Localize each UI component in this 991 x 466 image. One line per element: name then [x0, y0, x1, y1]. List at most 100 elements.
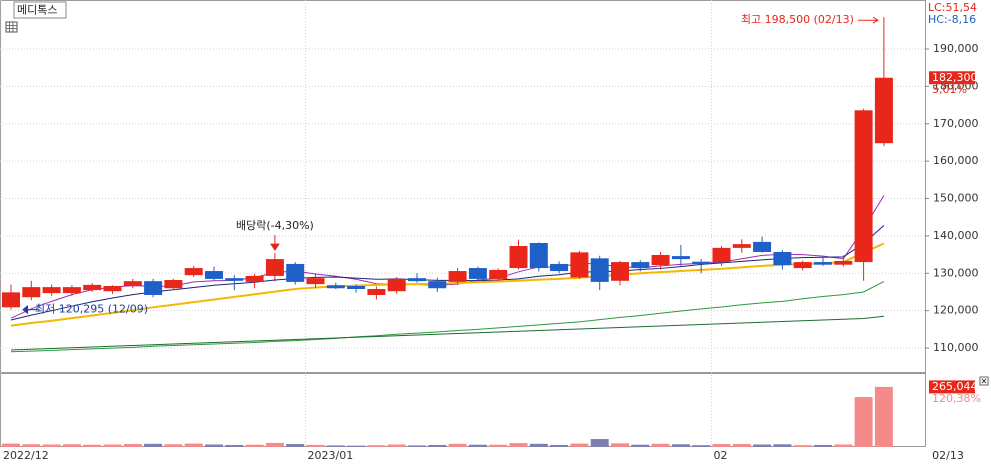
y-tick-label: 190,000	[933, 42, 979, 55]
volume-bar	[468, 444, 487, 447]
indicator-hc: HC:-8,16	[928, 13, 976, 26]
candle-body	[793, 262, 812, 269]
volume-bar	[428, 444, 447, 447]
candle-body	[631, 262, 650, 269]
volume-bar	[854, 397, 873, 447]
volume-bar	[692, 445, 711, 447]
volume-bar	[529, 443, 548, 447]
candle-body	[509, 246, 528, 269]
candle-body	[265, 259, 284, 276]
candle-body	[225, 278, 244, 281]
volume-bar	[306, 444, 325, 447]
indicator-lc: LC:51,54	[928, 1, 977, 14]
volume-bar	[773, 444, 792, 447]
annotation-arrow	[269, 235, 280, 252]
candle-body	[245, 275, 264, 282]
volume-bar	[205, 444, 223, 447]
volume-bar	[448, 443, 467, 447]
candle-body	[367, 289, 386, 295]
table-icon-grid	[6, 22, 17, 32]
y-tick-label: 170,000	[933, 117, 979, 130]
volume-bar	[550, 444, 569, 447]
y-tick-label: 120,000	[933, 304, 979, 317]
candle-body	[814, 262, 832, 265]
candle-body	[874, 77, 893, 144]
candle-body	[489, 269, 508, 279]
volume-bar	[62, 444, 81, 447]
candle-body	[550, 263, 569, 272]
volume-bar	[347, 445, 366, 447]
volume-bar	[671, 444, 690, 447]
annotation-arrow	[857, 16, 879, 24]
volume-bar	[814, 444, 832, 447]
candle-body	[62, 287, 81, 294]
candle-body	[651, 254, 670, 266]
candle-body	[671, 256, 690, 260]
volume-bar	[631, 444, 650, 447]
volume-bar	[651, 443, 670, 447]
volume-bar	[144, 443, 163, 447]
candle-body	[428, 281, 447, 289]
volume-bar	[123, 444, 142, 447]
candle-body	[286, 263, 305, 282]
y-tick-label: 160,000	[933, 154, 979, 167]
volume-bar	[570, 443, 589, 447]
volume-bar	[103, 444, 122, 447]
y-tick-label: 110,000	[933, 341, 979, 354]
candle-body	[347, 286, 366, 290]
volume-bar	[387, 444, 406, 447]
volume-bar	[2, 443, 20, 447]
candle-body	[83, 284, 102, 291]
candle-body	[2, 292, 20, 308]
candle-body	[611, 262, 629, 281]
close-icon	[981, 378, 987, 384]
moving-average	[10, 281, 885, 353]
volume-ratio: 120,38%	[932, 392, 981, 405]
change-label: 5,01%	[932, 83, 967, 96]
volume-bar	[611, 443, 629, 447]
x-tick-label: 02	[714, 449, 728, 462]
candle-body	[854, 110, 873, 263]
candle-body	[753, 241, 772, 252]
candle-body	[123, 281, 142, 287]
candle-body	[205, 271, 223, 279]
candle-body	[468, 268, 487, 279]
volume-label: 265,044	[932, 380, 978, 393]
volume-bar	[42, 444, 61, 447]
y-tick-label: 140,000	[933, 229, 979, 242]
candle-body	[773, 251, 792, 266]
volume-bar	[83, 444, 102, 447]
volume-bar	[732, 444, 751, 447]
volume-bar	[22, 444, 41, 447]
annotation-high: 최고 198,500 (02/13)	[741, 13, 854, 26]
volume-bar	[753, 444, 772, 447]
volume-bar	[184, 443, 203, 447]
candle-body	[448, 271, 467, 282]
volume-bar	[874, 386, 893, 447]
annotation-arrow	[22, 305, 39, 314]
candle-body	[326, 285, 345, 289]
candle-body	[103, 286, 122, 292]
price-box	[929, 71, 975, 85]
moving-average	[10, 242, 885, 327]
candle-body	[408, 278, 426, 282]
volume-bar	[509, 443, 528, 447]
candle-body	[306, 278, 325, 285]
candle-body	[732, 244, 751, 248]
volume-bar	[225, 444, 244, 447]
candle-body	[590, 258, 609, 282]
moving-average	[10, 315, 884, 351]
chart-title: 메디톡스	[17, 4, 57, 17]
table-icon[interactable]	[5, 21, 18, 33]
volume-bar	[408, 445, 426, 447]
candle-body	[184, 268, 203, 276]
volume-bar	[712, 444, 731, 447]
annotation-dividend: 배당락(-4,30%)	[236, 219, 314, 232]
volume-bar	[286, 444, 305, 447]
volume-bar	[326, 445, 345, 447]
candle-body	[712, 247, 731, 263]
candle-body	[692, 261, 711, 264]
